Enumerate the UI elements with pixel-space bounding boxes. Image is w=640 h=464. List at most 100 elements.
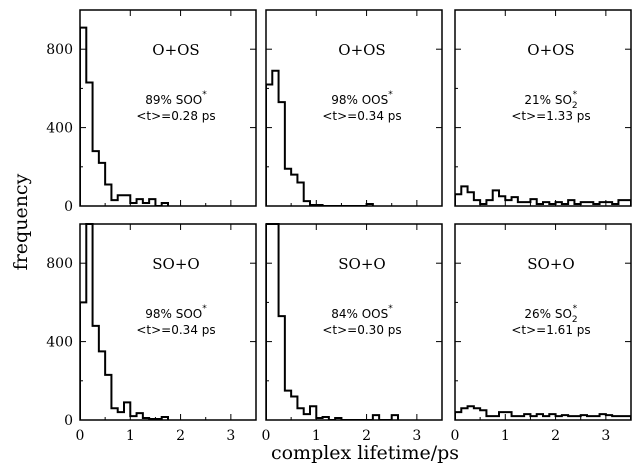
histogram-bin [279,316,285,420]
x-tick-label: 0 [76,428,85,444]
histogram-line [266,69,374,206]
histogram-bin [524,414,530,420]
panel-mean-lifetime: <t>=0.34 ps [322,109,401,123]
histogram-bin [493,190,499,206]
y-tick-label: 800 [46,256,73,272]
panel-1-3: O+OS 21% SO2*<t>=1.33 ps [454,9,632,207]
histogram-bin [468,192,474,206]
panels: 0 400 800 O+OS 89% SOO* <t>=0.28 ps O+OS 98% OO… [46,9,632,444]
x-tick-label: 3 [412,428,421,444]
panel-mean-lifetime: <t>=0.34 ps [136,323,215,337]
histogram-bin [537,414,543,420]
panel-frame [265,223,443,421]
panel-1-2: O+OS 98% OOS* <t>=0.34 ps [265,9,443,207]
histogram-bin [468,406,474,420]
panel-mean-lifetime: <t>=1.61 ps [511,323,590,337]
y-tick-label: 400 [46,335,73,351]
histogram-bin [474,408,480,420]
histogram-bin [124,195,130,206]
histogram-bin [111,200,117,206]
histogram-bin [86,224,92,420]
y-tick-label: 0 [64,413,73,429]
histogram-bin [480,410,486,420]
histogram-bin [455,412,461,420]
histogram-bin [291,396,297,420]
histogram-bin [461,408,467,420]
histogram-bin [512,197,518,206]
histogram-bin [272,71,278,206]
histogram-line [455,405,631,420]
panel-percentage: 26% SO2* [524,304,577,325]
histogram-bin [625,200,631,206]
histogram-bin [530,199,536,206]
histogram-line [80,26,169,206]
histogram-bin [118,412,124,420]
histogram-bin [600,414,606,420]
x-tick-label: 2 [176,428,185,444]
histogram-bin [118,195,124,206]
histogram-bin [93,151,99,206]
histogram-bin [310,406,316,420]
x-tick-label: 3 [601,428,610,444]
histogram-bin [86,83,92,206]
panel-1-1: 0 400 800 O+OS 89% SOO* <t>=0.28 ps [46,9,257,215]
histogram-bin [297,408,303,420]
y-axis-title: frequency [10,173,32,270]
panel-mean-lifetime: <t>=0.28 ps [136,109,215,123]
histogram-bin [266,224,272,420]
panel-percentage: 89% SOO* [145,90,207,107]
histogram-bin [105,184,111,206]
histogram-bin [124,402,130,420]
x-tick-label: 2 [551,428,560,444]
x-tick-label: 0 [262,428,271,444]
panel-percentage: 98% SOO* [145,304,207,321]
panel-frame [454,223,632,421]
histogram-bin [304,414,310,420]
histogram-bin [80,28,86,206]
panel-title: SO+O [527,255,574,273]
panel-mean-lifetime: <t>=0.30 ps [322,323,401,337]
histogram-bin [285,391,291,420]
histogram-bin [272,224,278,420]
y-tick-label: 400 [46,121,73,137]
histogram-bin [568,200,574,206]
x-tick-label: 1 [312,428,321,444]
histogram-bin [486,200,492,206]
histogram-bin [455,194,461,206]
histogram-line [80,223,169,420]
histogram-bin [80,302,86,420]
panel-title: SO+O [152,255,199,273]
histogram-bin [99,351,105,420]
histogram-bin [505,200,511,206]
x-tick-label: 1 [501,428,510,444]
histogram-bin [137,199,143,206]
histogram-bin [137,413,143,420]
panel-title: O+OS [338,41,385,59]
histogram-bin [149,199,155,206]
panel-frame [79,9,257,207]
histogram-bin [99,163,105,206]
histogram-bin [105,375,111,420]
histogram-bin [499,412,505,420]
histogram-bin [93,326,99,420]
histogram-bin [111,408,117,420]
histogram-bin [474,200,480,206]
panel-title: SO+O [338,255,385,273]
panel-2-1: 0 1 2 3 0 400 800 SO+O 98% SOO* <t>=0.34 ps [46,223,257,444]
x-tick-label: 0 [451,428,460,444]
panel-frame [79,223,257,421]
panel-frame [265,9,443,207]
y-tick-label: 0 [64,199,73,215]
histogram-bin [499,196,505,206]
histogram-bin [297,182,303,206]
y-tick-label: 800 [46,42,73,58]
histogram-bin [549,414,555,420]
panel-percentage: 98% OOS* [331,90,393,107]
panel-percentage: 21% SO2* [524,90,577,111]
panel-title: O+OS [527,41,574,59]
panel-percentage: 84% OOS* [331,304,393,321]
histogram-bin [618,200,624,206]
histogram-bin [291,175,297,206]
x-axis-title: complex lifetime/ps [271,442,459,464]
